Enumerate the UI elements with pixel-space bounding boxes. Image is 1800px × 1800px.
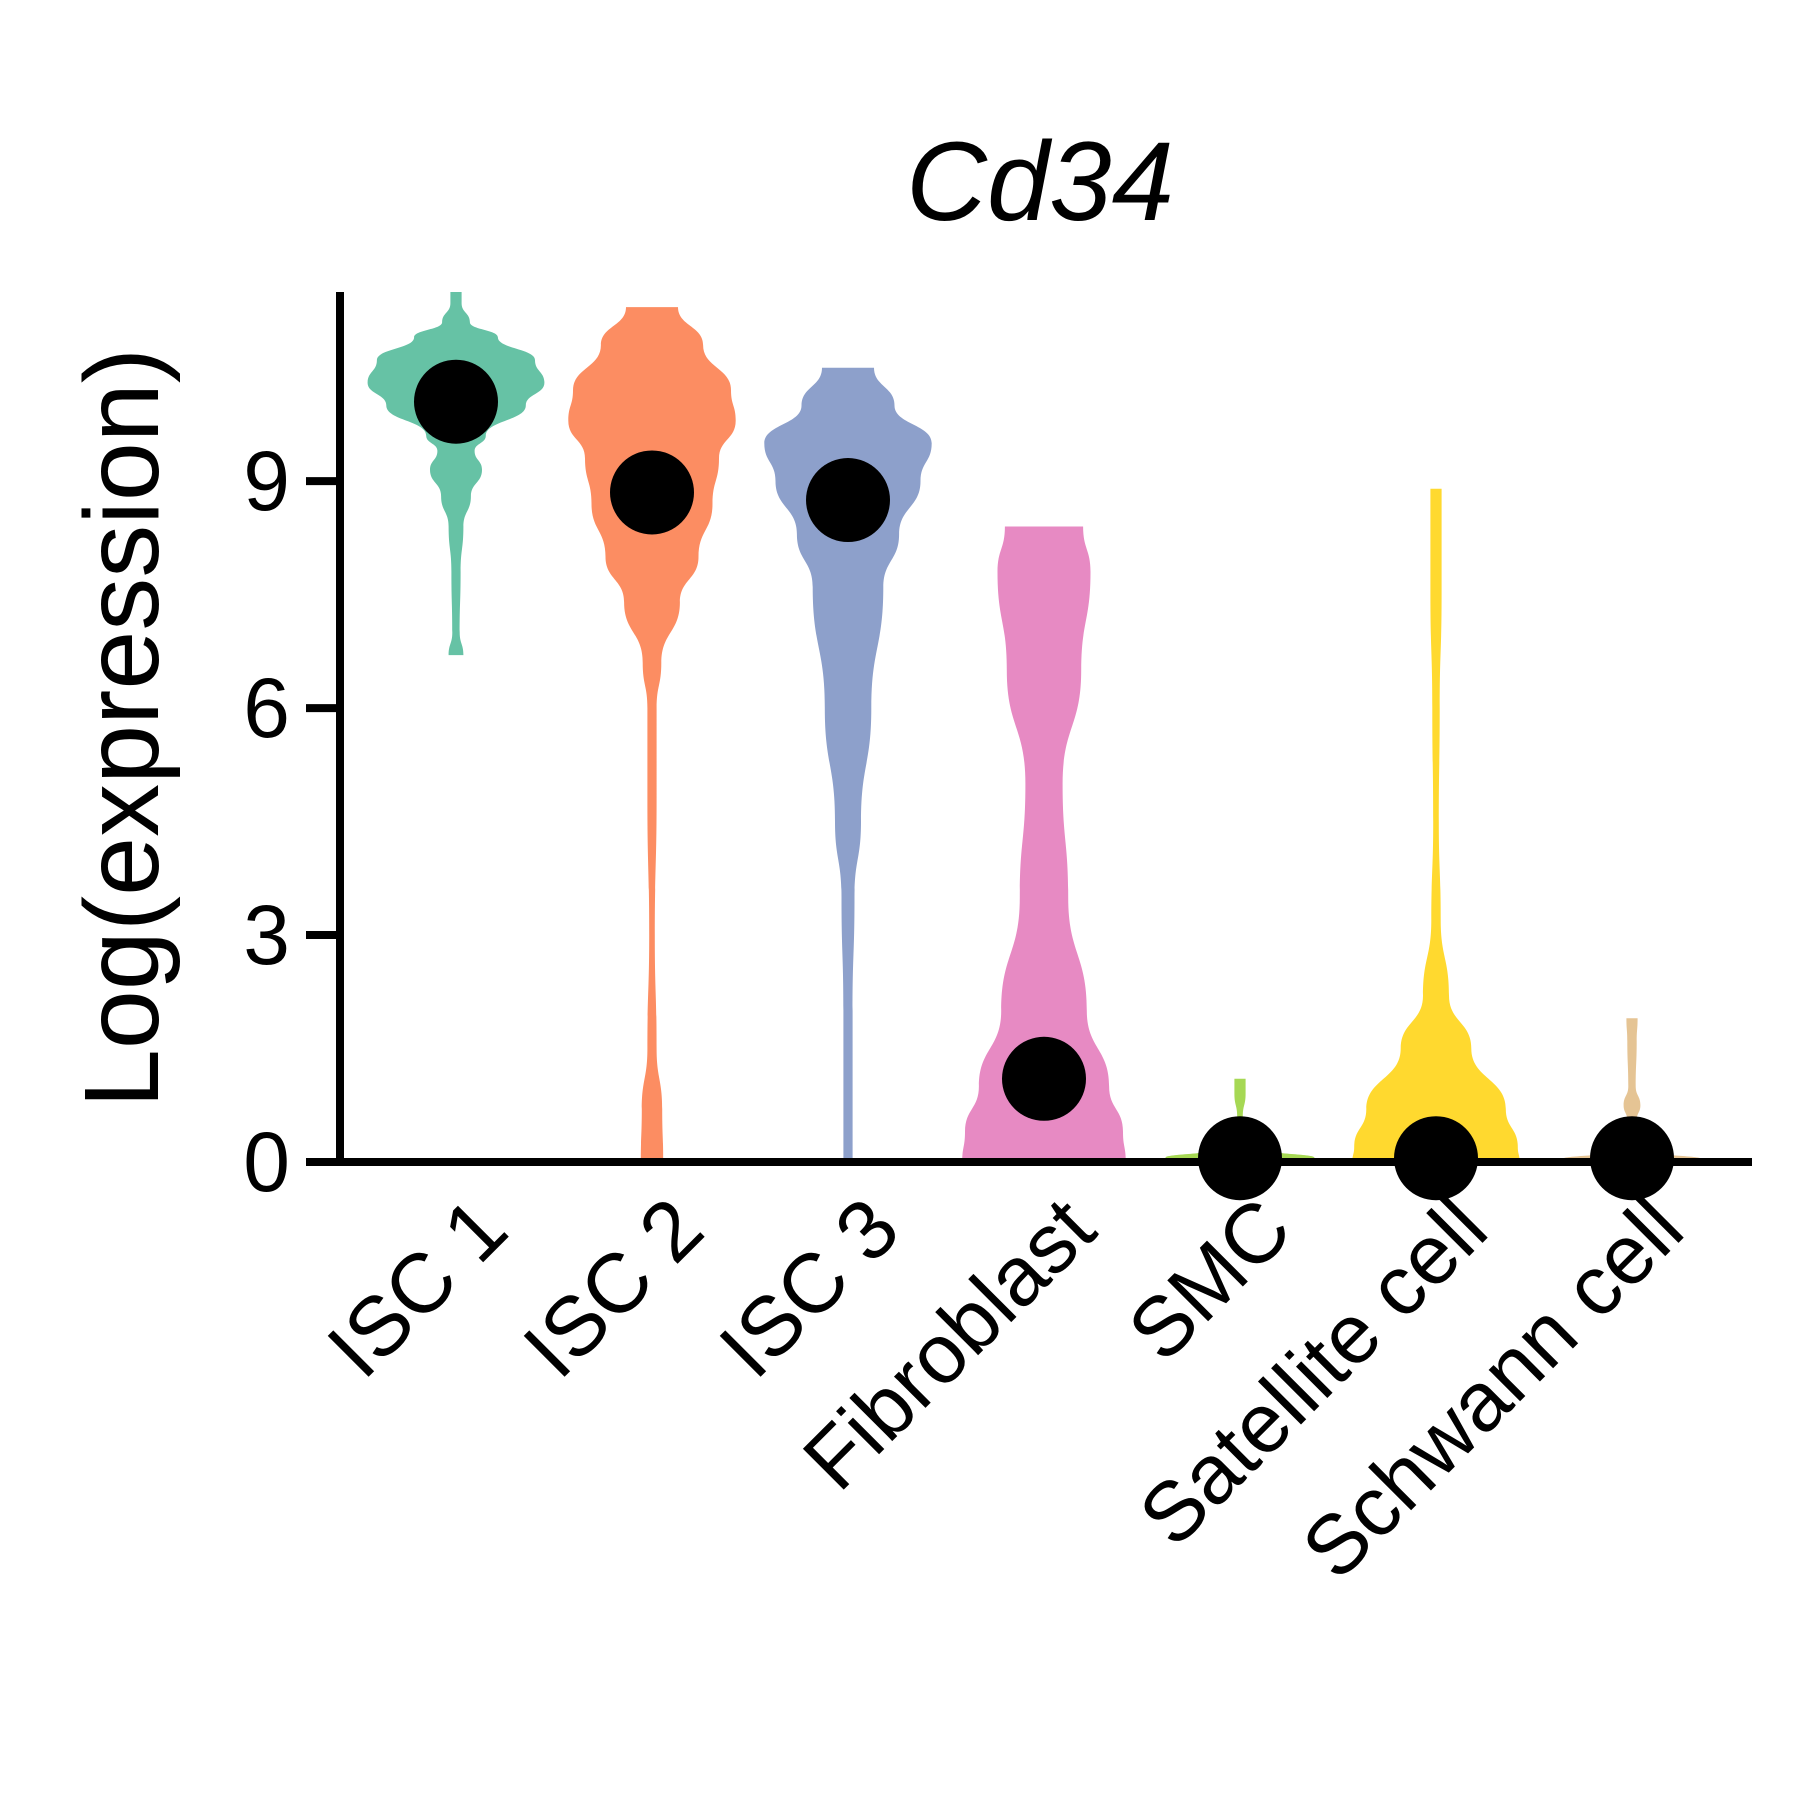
- y-tick-label-9: 9: [243, 434, 290, 528]
- violin-isc-2: [568, 307, 736, 1163]
- y-tick-label-6: 6: [243, 661, 290, 755]
- y-tick-label-3: 3: [243, 888, 290, 982]
- violins-layer: [367, 292, 1716, 1163]
- median-dot-isc-3: [806, 458, 890, 543]
- y-tick-label-0: 0: [243, 1115, 290, 1209]
- x-tick-label-isc-1: ISC 1: [309, 1180, 524, 1395]
- chart-title: Cd34: [906, 119, 1174, 244]
- median-dot-isc-1: [414, 359, 498, 444]
- y-axis-label: Log(expression): [63, 348, 181, 1108]
- median-dot-isc-2: [610, 450, 694, 535]
- violin-isc-1: [367, 292, 545, 656]
- violin-fibroblast: [962, 526, 1126, 1162]
- median-dot-fibroblast: [1002, 1036, 1086, 1121]
- medians-layer: [414, 359, 1674, 1201]
- violin-schwann-cell: [1548, 1018, 1716, 1162]
- violin-satellite-cell: [1352, 488, 1520, 1162]
- x-tick-label-isc-2: ISC 2: [505, 1180, 720, 1395]
- axes-layer: 0 3 6 9: [243, 292, 1752, 1209]
- violin-isc-3: [764, 367, 932, 1162]
